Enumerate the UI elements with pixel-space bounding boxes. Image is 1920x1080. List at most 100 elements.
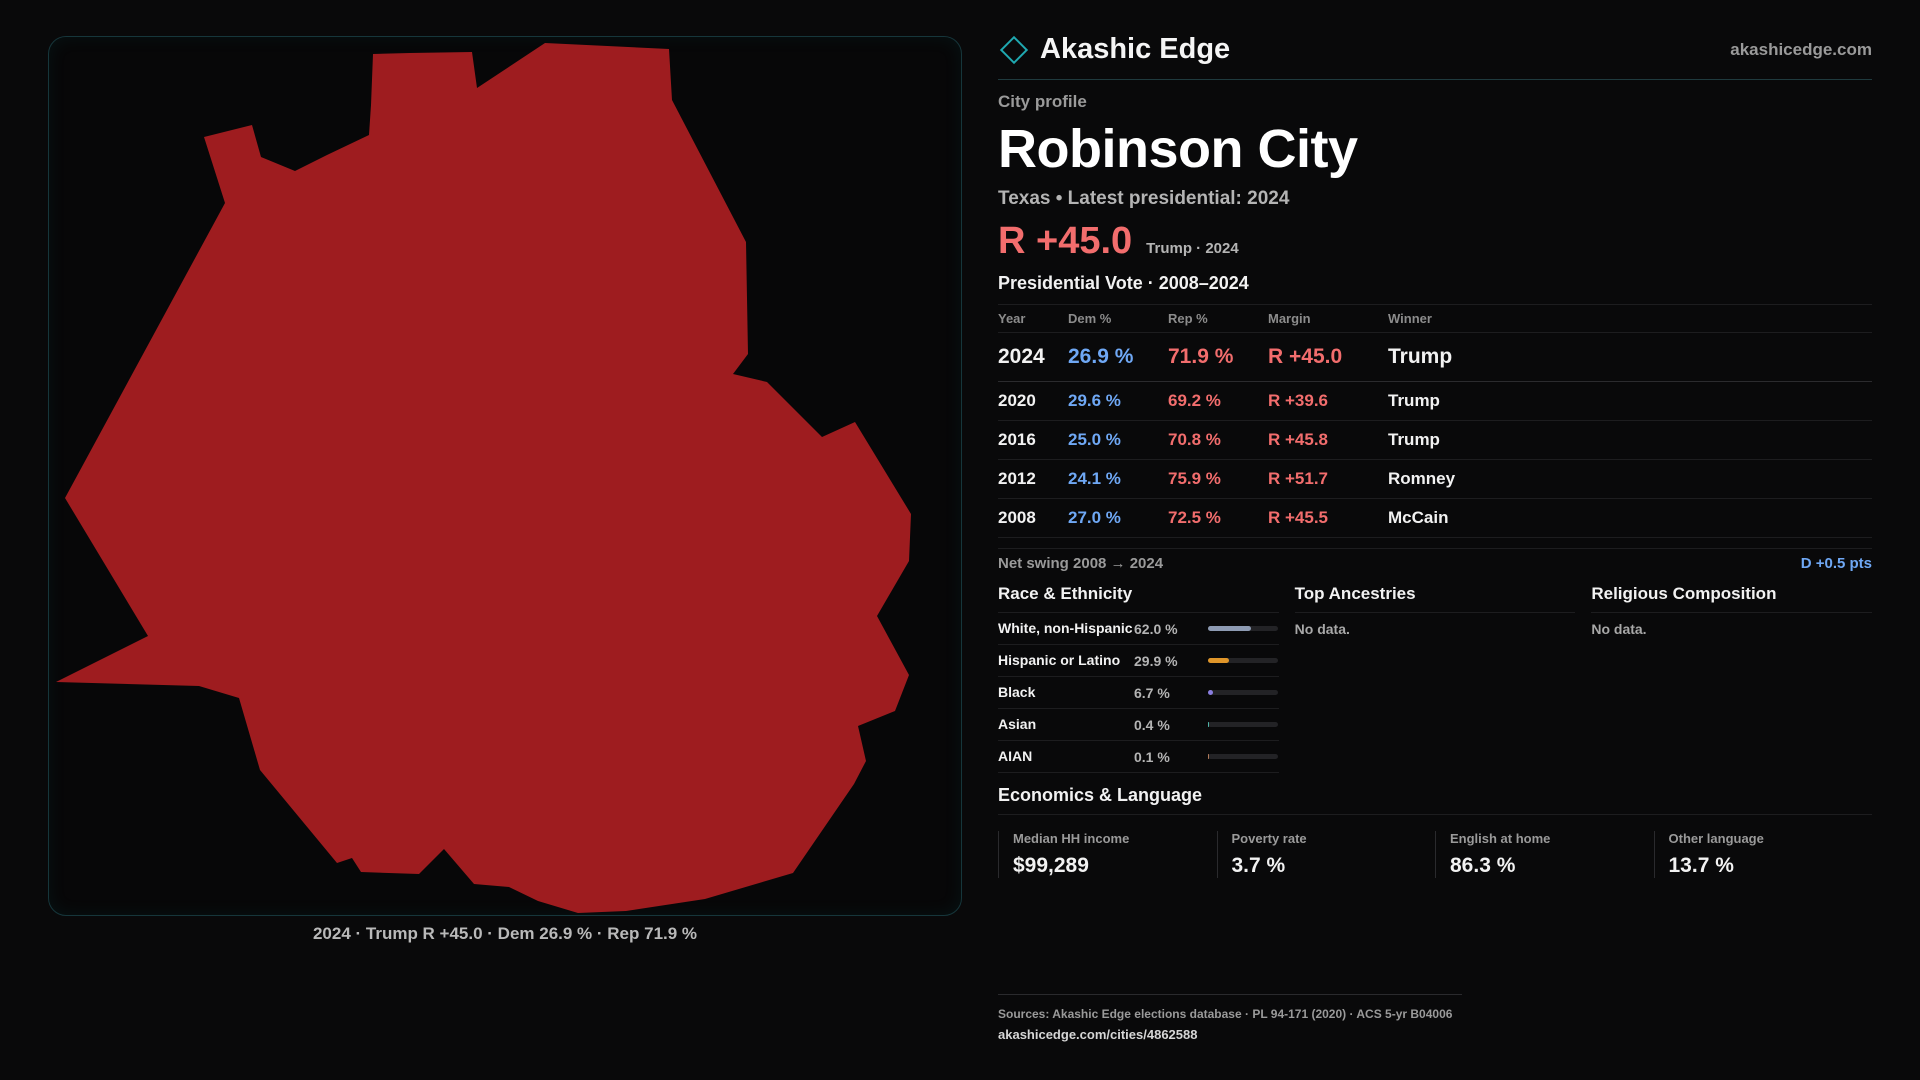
race-pct: 0.4 %: [1134, 716, 1170, 733]
race-row: White, non-Hispanic 62.0 %: [998, 613, 1279, 645]
race-row: AIAN 0.1 %: [998, 741, 1279, 773]
map-caption: 2024 · Trump R +45.0 · Dem 26.9 % · Rep …: [312, 924, 698, 943]
race-label: Hispanic or Latino: [998, 652, 1121, 669]
sources-note: Sources: Akashic Edge elections database…: [998, 1007, 1453, 1021]
cell-year: 2016: [998, 420, 1068, 460]
cell-year: 2020: [998, 381, 1068, 421]
cell-rep: 70.8 %: [1168, 420, 1268, 460]
city-boundary-shape[interactable]: [56, 43, 911, 913]
profile-subline: Texas • Latest presidential: 2024: [998, 188, 1290, 209]
col-margin: Margin: [1268, 304, 1388, 333]
race-row: Asian 0.4 %: [998, 709, 1279, 741]
profile-kicker: City profile: [998, 92, 1087, 111]
city-boundary-map[interactable]: [48, 36, 962, 916]
race-bar-fill: [1208, 658, 1229, 663]
stat-english-home: English at home 86.3 %: [1435, 831, 1654, 878]
table-header-row: Year Dem % Rep % Margin Winner: [998, 304, 1872, 333]
stat-label: Other language: [1668, 831, 1764, 846]
cell-winner: McCain: [1388, 498, 1872, 538]
cell-winner: Trump: [1388, 420, 1872, 460]
race-bar-fill: [1208, 690, 1213, 695]
race-bar: [1208, 722, 1278, 727]
stat-label: Median HH income: [1013, 831, 1130, 846]
presidential-vote-table: Year Dem % Rep % Margin Winner 2024 26.9…: [998, 304, 1872, 538]
cell-dem: 27.0 %: [1068, 498, 1168, 538]
race-pct: 62.0 %: [1134, 620, 1178, 637]
city-boundary-svg: [56, 43, 911, 913]
brand-name: Akashic Edge: [1040, 33, 1231, 65]
net-swing-label: Net swing 2008 → 2024: [998, 555, 1164, 572]
stat-value: 13.7 %: [1668, 854, 1734, 877]
table-row: 2016 25.0 % 70.8 % R +45.8 Trump: [998, 420, 1872, 460]
race-label: Asian: [998, 716, 1037, 733]
religion-empty: No data.: [1591, 621, 1647, 637]
race-label: Black: [998, 684, 1036, 701]
page-url-link[interactable]: akashicedge.com/cities/4862588: [998, 1027, 1198, 1042]
cell-rep: 75.9 %: [1168, 459, 1268, 499]
race-bar: [1208, 690, 1278, 695]
margin-note: Trump · 2024: [1146, 240, 1239, 257]
stat-median-income: Median HH income $99,289: [998, 831, 1217, 878]
cell-margin: R +39.6: [1268, 381, 1388, 421]
stat-value: 86.3 %: [1450, 854, 1516, 877]
economics-title: Economics & Language: [998, 785, 1872, 815]
col-winner: Winner: [1388, 304, 1872, 333]
presidential-vote-title: Presidential Vote · 2008–2024: [998, 273, 1249, 293]
col-dem: Dem %: [1068, 304, 1168, 333]
cell-dem: 26.9 %: [1068, 332, 1168, 382]
race-label: White, non-Hispanic: [998, 620, 1133, 637]
race-row: Black 6.7 %: [998, 677, 1279, 709]
cell-margin: R +51.7: [1268, 459, 1388, 499]
cell-year: 2012: [998, 459, 1068, 499]
race-bar-fill: [1208, 626, 1252, 631]
race-label: AIAN: [998, 748, 1033, 765]
economics-stats: Median HH income $99,289 Poverty rate 3.…: [998, 831, 1872, 878]
header-bar: Akashic Edge akashicedge.com: [998, 28, 1872, 80]
race-bar: [1208, 754, 1278, 759]
ancestries-title: Top Ancestries: [1294, 584, 1576, 613]
margin-summary: R +45.0 Trump · 2024: [998, 220, 1872, 263]
demographics-section: Race & Ethnicity White, non-Hispanic 62.…: [998, 584, 1873, 773]
religion-title: Religious Composition: [1591, 584, 1873, 613]
site-link[interactable]: akashicedge.com: [1730, 39, 1872, 59]
stat-value: 3.7 %: [1231, 854, 1286, 877]
race-pct: 29.9 %: [1134, 652, 1178, 669]
table-row: 2020 29.6 % 69.2 % R +39.6 Trump: [998, 381, 1872, 421]
race-pct: 0.1 %: [1134, 748, 1170, 765]
cell-dem: 29.6 %: [1068, 381, 1168, 421]
cell-rep: 71.9 %: [1168, 332, 1268, 382]
cell-dem: 24.1 %: [1068, 459, 1168, 499]
net-swing-value: D +0.5 pts: [1800, 555, 1872, 572]
ancestries-empty: No data.: [1294, 621, 1350, 637]
brand[interactable]: Akashic Edge: [998, 33, 1230, 66]
cell-year: 2024: [998, 332, 1068, 382]
cell-winner: Romney: [1388, 459, 1872, 499]
cell-rep: 69.2 %: [1168, 381, 1268, 421]
cell-year: 2008: [998, 498, 1068, 538]
religion-panel: Religious Composition No data.: [1591, 584, 1873, 773]
profile-panel: Akashic Edge akashicedge.com City profil…: [998, 28, 1873, 878]
cell-rep: 72.5 %: [1168, 498, 1268, 538]
race-pct: 6.7 %: [1134, 684, 1170, 701]
ancestries-panel: Top Ancestries No data.: [1294, 584, 1576, 773]
stat-poverty-rate: Poverty rate 3.7 %: [1216, 831, 1436, 878]
cell-dem: 25.0 %: [1068, 420, 1168, 460]
race-bar: [1208, 658, 1278, 663]
cell-margin: R +45.0: [1268, 332, 1388, 382]
col-rep: Rep %: [1168, 304, 1268, 333]
cell-winner: Trump: [1388, 332, 1872, 382]
table-row: 2008 27.0 % 72.5 % R +45.5 McCain: [998, 498, 1872, 538]
table-row: 2012 24.1 % 75.9 % R +51.7 Romney: [998, 459, 1872, 499]
stat-value: $99,289: [1013, 854, 1089, 877]
diamond-logo-icon: [999, 35, 1029, 64]
race-ethnicity-title: Race & Ethnicity: [998, 584, 1279, 613]
stat-label: English at home: [1450, 831, 1551, 846]
footer: Sources: Akashic Edge elections database…: [998, 994, 1462, 1042]
net-swing: Net swing 2008 → 2024 D +0.5 pts: [998, 548, 1872, 572]
race-bar: [1208, 626, 1278, 631]
cell-margin: R +45.8: [1268, 420, 1388, 460]
page-title: Robinson City: [998, 119, 1358, 179]
stat-other-language: Other language 13.7 %: [1653, 831, 1873, 878]
margin-value: R +45.0: [998, 220, 1133, 262]
race-ethnicity-panel: Race & Ethnicity White, non-Hispanic 62.…: [998, 584, 1279, 773]
